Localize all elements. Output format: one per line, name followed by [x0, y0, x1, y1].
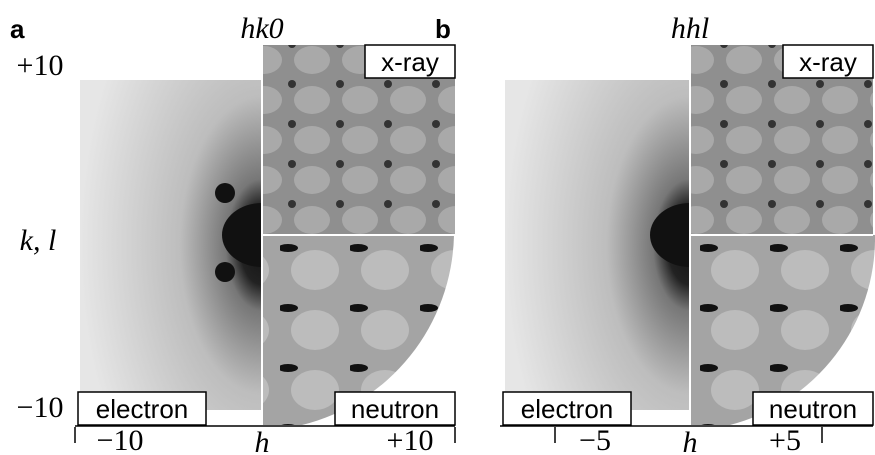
neutron-box	[334, 391, 456, 426]
xray-box	[782, 44, 874, 79]
x-axis-label: h	[683, 426, 698, 455]
y-axis-label: k, l	[20, 224, 57, 257]
panel-title: hhl	[671, 12, 709, 45]
xray-label: x-ray	[799, 47, 857, 77]
neutron-label: neutron	[351, 394, 439, 424]
neutron-pattern	[262, 235, 454, 425]
panel-label: a	[10, 14, 25, 44]
electron-label: electron	[521, 394, 614, 424]
y-tick-label: −10	[17, 391, 64, 424]
x-tick-label: −5	[579, 424, 611, 455]
electron-label: electron	[96, 394, 189, 424]
panel-label: b	[435, 14, 451, 44]
electron-box	[77, 391, 207, 426]
bragg-spot	[215, 183, 235, 203]
x-tick-label: +10	[387, 424, 434, 455]
neutron-label: neutron	[769, 394, 857, 424]
panel-title: hk0	[240, 12, 283, 45]
xray-label: x-ray	[381, 47, 439, 77]
electron-box	[502, 391, 632, 426]
neutron-box	[752, 391, 874, 426]
x-tick-label: +5	[769, 424, 801, 455]
bragg-spot	[215, 262, 235, 282]
x-tick-label: −10	[97, 424, 144, 455]
neutron-pattern	[690, 235, 875, 425]
xray-box	[364, 44, 456, 79]
x-axis-label: h	[255, 426, 270, 455]
y-tick-label: +10	[17, 49, 64, 82]
